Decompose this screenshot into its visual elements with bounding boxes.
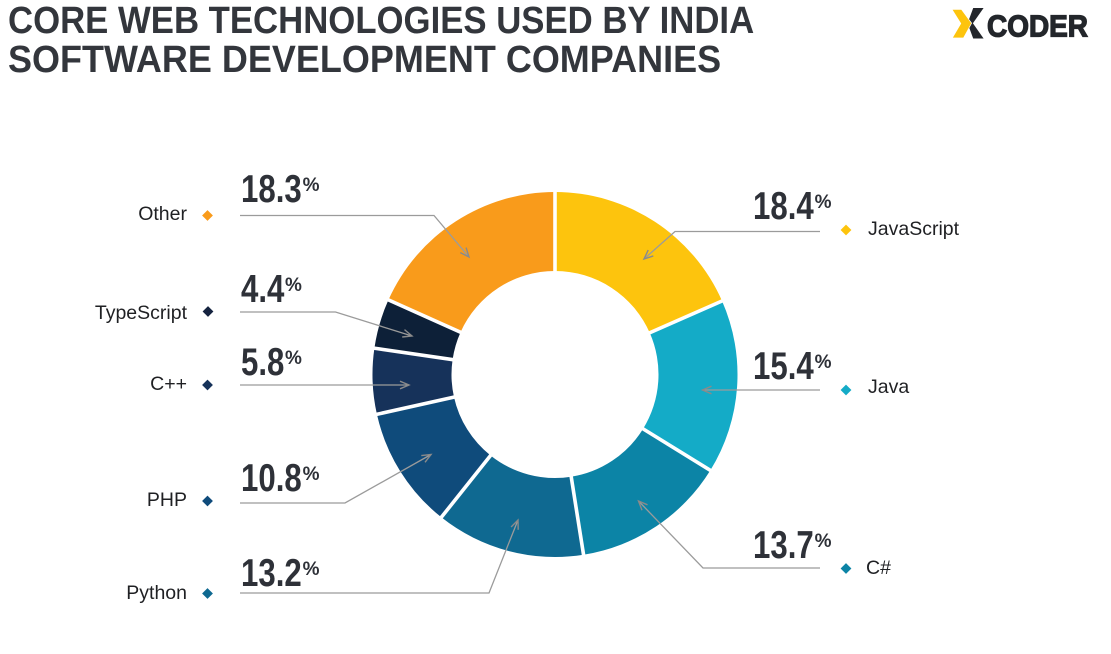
svg-text:CODER: CODER [987,9,1088,44]
